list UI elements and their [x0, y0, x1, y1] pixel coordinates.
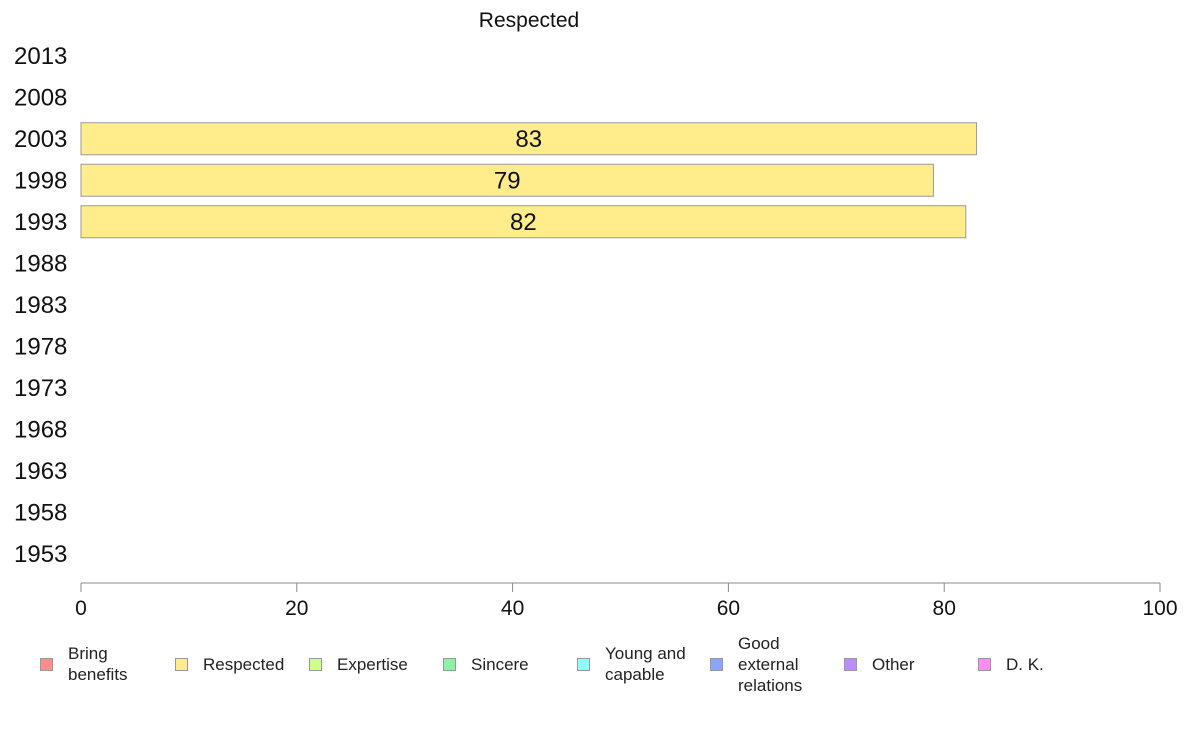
y-tick-label: 1983 [14, 292, 67, 319]
legend-item: Respected [175, 630, 284, 698]
bar-value-label: 79 [494, 167, 521, 194]
y-tick-label: 2003 [14, 126, 67, 153]
y-tick-label: 1968 [14, 416, 67, 443]
legend-item: D. K. [978, 630, 1044, 698]
x-tick-label: 80 [933, 597, 956, 620]
x-tick-label: 60 [717, 597, 740, 620]
y-tick-label: 1988 [14, 250, 67, 277]
bar-value-label: 82 [510, 209, 537, 236]
legend-item: Other [844, 630, 915, 698]
legend-item: Sincere [443, 630, 529, 698]
legend-item: Young and capable [577, 630, 705, 698]
legend-swatch [577, 657, 590, 671]
y-tick-label: 1958 [14, 499, 67, 526]
legend-swatch [710, 657, 723, 671]
y-tick-label: 1963 [14, 458, 67, 485]
legend-item: Expertise [309, 630, 408, 698]
legend-label: Sincere [471, 654, 529, 674]
y-tick-label: 1953 [14, 541, 67, 568]
legend-label: Respected [203, 654, 285, 674]
legend-swatch [40, 657, 53, 671]
legend-label: D. K. [1006, 654, 1044, 674]
y-tick-label: 1998 [14, 167, 67, 194]
y-tick-label: 1978 [14, 333, 67, 360]
legend-label: Young and capable [605, 644, 686, 684]
bar [80, 205, 967, 239]
legend-label: Expertise [337, 654, 408, 674]
x-tick-label: 0 [75, 597, 87, 620]
legend-swatch [844, 657, 857, 671]
bar [80, 163, 934, 197]
legend-label: Good external relations [738, 633, 803, 695]
x-tick-label: 40 [501, 597, 524, 620]
legend-swatch [175, 657, 188, 671]
bar-chart: Respected 83 79 82 2013 2008 2003 1998 1993 198… [14, 9, 1178, 620]
y-tick-label: 1993 [14, 209, 67, 236]
bar [80, 122, 978, 156]
legend: Bring benefits Respected Expertise Sincere Y… [0, 630, 1188, 710]
y-tick-label: 2008 [14, 84, 67, 111]
y-tick-label: 2013 [14, 43, 67, 70]
legend-label: Bring benefits [68, 644, 128, 684]
legend-item: Bring benefits [40, 630, 168, 698]
x-tick-label: 100 [1142, 597, 1177, 620]
legend-label: Other [872, 654, 915, 674]
bar-value-label: 83 [515, 126, 542, 153]
legend-swatch [978, 657, 991, 671]
x-tick-label: 20 [285, 597, 308, 620]
legend-swatch [309, 657, 322, 671]
legend-swatch [443, 657, 456, 671]
chart-title: Respected [479, 9, 579, 32]
y-tick-label: 1973 [14, 375, 67, 402]
legend-item: Good external relations [710, 630, 838, 698]
